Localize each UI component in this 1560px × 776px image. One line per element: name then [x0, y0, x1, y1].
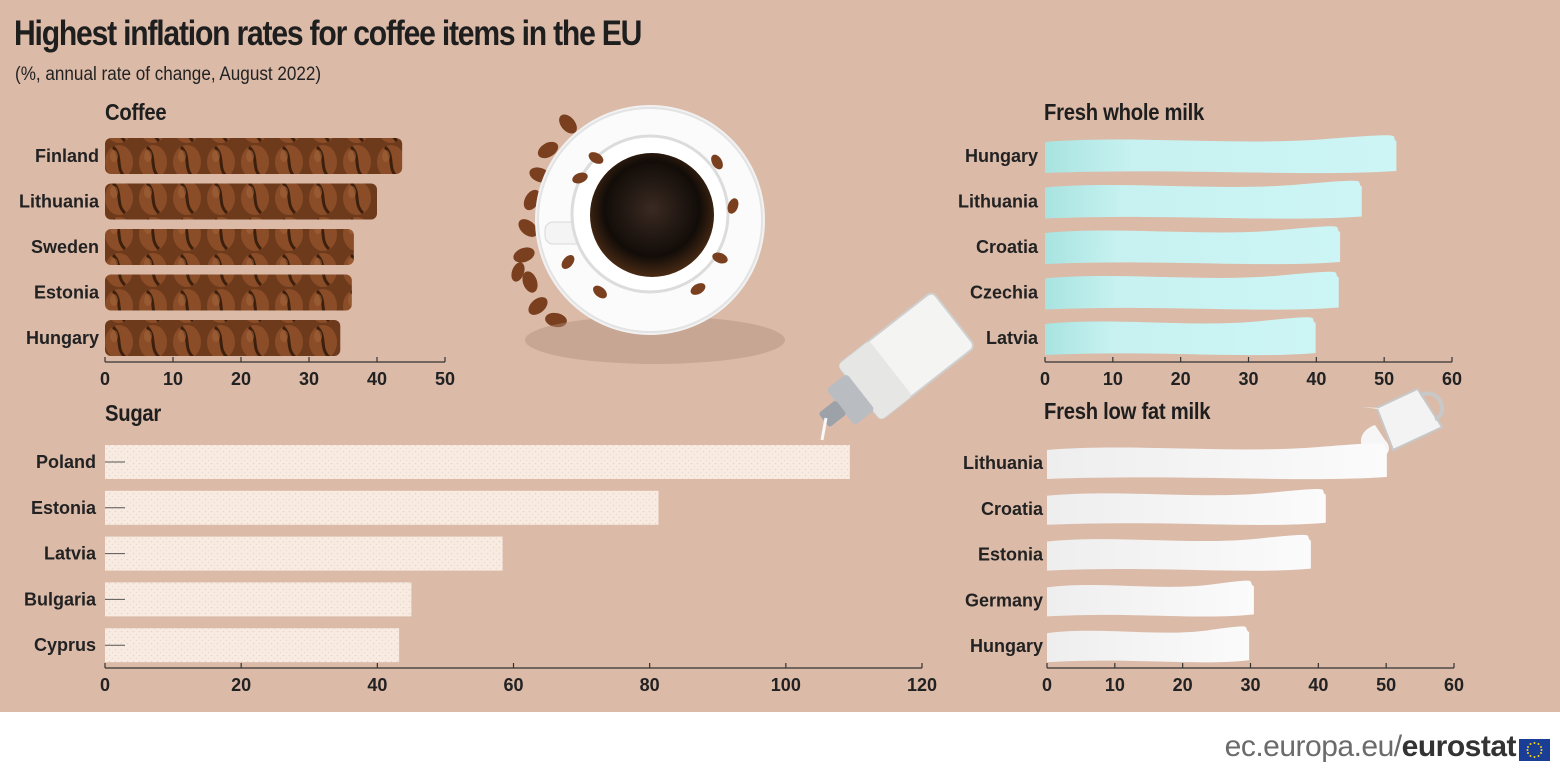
footer-brand: eurostat [1401, 730, 1517, 763]
whole-milk-bar-chart: Hungary Lithuania Croatia Czechia Latvia 0 10 2… [958, 135, 1462, 389]
low-fat-milk-bar-chart: Lithuania Croatia Estonia Germany Hungary 0 10… [963, 443, 1464, 695]
low-fat-milk-tick-label: 50 [1376, 675, 1396, 695]
whole-milk-bar [1045, 271, 1339, 310]
sugar-stream [820, 417, 828, 441]
sugar-tick-label: 60 [503, 675, 523, 695]
coffee-tick-label: 40 [367, 369, 387, 389]
coffee-category-label: Sweden [31, 237, 99, 257]
low-fat-milk-category-label: Estonia [978, 545, 1044, 565]
low-fat-milk-tick-label: 40 [1308, 675, 1328, 695]
low-fat-milk-category-label: Lithuania [963, 453, 1044, 473]
coffee-tick-label: 10 [163, 369, 183, 389]
sugar-category-label: Cyprus [34, 635, 96, 655]
sugar-bar [105, 445, 850, 479]
coffee-category-label: Finland [35, 146, 99, 166]
sugar-tick-label: 40 [367, 675, 387, 695]
sugar-tick-label: 0 [100, 675, 110, 695]
saucer-beans [561, 152, 739, 299]
sugar-bar [105, 536, 503, 571]
low-fat-milk-panel-title: Fresh low fat milk [1044, 398, 1211, 424]
low-fat-milk-tick-label: 0 [1042, 675, 1052, 695]
whole-milk-tick-label: 0 [1040, 369, 1050, 389]
coffee-beans-icon [511, 114, 577, 328]
sugar-bar [105, 628, 400, 663]
milk-jug-icon [1362, 387, 1445, 452]
coffee-bar [105, 229, 354, 265]
whole-milk-category-label: Lithuania [958, 192, 1039, 212]
coffee-bar-chart: Finland Lithuania Sweden Estonia Hungary 0 10 2… [19, 138, 455, 389]
chart-subtitle: (%, annual rate of change, August 2022) [15, 64, 322, 85]
sugar-bar [105, 490, 659, 525]
low-fat-milk-bar [1047, 443, 1387, 480]
coffee-tick-label: 0 [100, 369, 110, 389]
low-fat-milk-tick-label: 30 [1240, 675, 1260, 695]
whole-milk-category-label: Hungary [965, 146, 1038, 166]
coffee-category-label: Hungary [26, 328, 99, 348]
whole-milk-category-label: Czechia [970, 283, 1039, 303]
coffee-tick-label: 20 [231, 369, 251, 389]
footer-site: ec.europa.eu/ [1224, 730, 1402, 763]
low-fat-milk-tick-label: 60 [1444, 675, 1464, 695]
whole-milk-tick-label: 20 [1171, 369, 1191, 389]
low-fat-milk-tick-label: 10 [1105, 675, 1125, 695]
coffee-bar [105, 320, 341, 356]
coffee-tick-label: 50 [435, 369, 455, 389]
chart-title: Highest inflation rates for coffee items… [14, 14, 642, 53]
whole-milk-bar [1045, 135, 1397, 174]
whole-milk-category-label: Latvia [986, 328, 1039, 348]
coffee-bar [105, 274, 352, 311]
infographic-background: Highest inflation rates for coffee items… [0, 0, 1560, 712]
sugar-category-label: Estonia [31, 498, 97, 518]
whole-milk-category-label: Croatia [976, 237, 1039, 257]
sugar-dispenser-icon [819, 292, 974, 427]
sugar-bar [105, 582, 412, 617]
low-fat-milk-category-label: Germany [965, 590, 1043, 610]
low-fat-milk-category-label: Croatia [981, 499, 1044, 519]
sugar-tick-label: 100 [771, 675, 801, 695]
low-fat-milk-bar [1047, 626, 1250, 663]
whole-milk-tick-label: 10 [1103, 369, 1123, 389]
sugar-tick-label: 80 [640, 675, 660, 695]
sugar-category-label: Poland [36, 452, 96, 472]
coffee-bar [105, 138, 403, 174]
coffee-bar [105, 183, 377, 220]
whole-milk-bar [1045, 180, 1362, 219]
low-fat-milk-bar [1047, 489, 1326, 525]
whole-milk-panel-title: Fresh whole milk [1044, 99, 1204, 125]
whole-milk-tick-label: 40 [1306, 369, 1326, 389]
eu-flag-icon [1519, 739, 1550, 761]
sugar-panel-title: Sugar [105, 400, 162, 426]
whole-milk-bar [1045, 226, 1341, 265]
low-fat-milk-bar [1047, 580, 1254, 617]
coffee-category-label: Estonia [34, 283, 100, 303]
coffee-cup-icon [511, 105, 785, 364]
low-fat-milk-tick-label: 20 [1173, 675, 1193, 695]
sugar-tick-label: 120 [907, 675, 937, 695]
coffee-tick-label: 30 [299, 369, 319, 389]
sugar-category-label: Latvia [44, 544, 97, 564]
coffee-category-label: Lithuania [19, 192, 100, 212]
whole-milk-tick-label: 30 [1238, 369, 1258, 389]
whole-milk-tick-label: 50 [1374, 369, 1394, 389]
coffee-panel-title: Coffee [105, 99, 167, 125]
low-fat-milk-category-label: Hungary [970, 636, 1043, 656]
whole-milk-tick-label: 60 [1442, 369, 1462, 389]
sugar-tick-label: 20 [231, 675, 251, 695]
footer-source[interactable]: ec.europa.eu/eurostat [1224, 730, 1517, 764]
low-fat-milk-bar [1047, 534, 1311, 571]
chart-canvas: Finland Lithuania Sweden Estonia Hungary 0 10 2… [19, 105, 1464, 695]
sugar-category-label: Bulgaria [24, 589, 97, 609]
whole-milk-bar [1045, 317, 1316, 356]
